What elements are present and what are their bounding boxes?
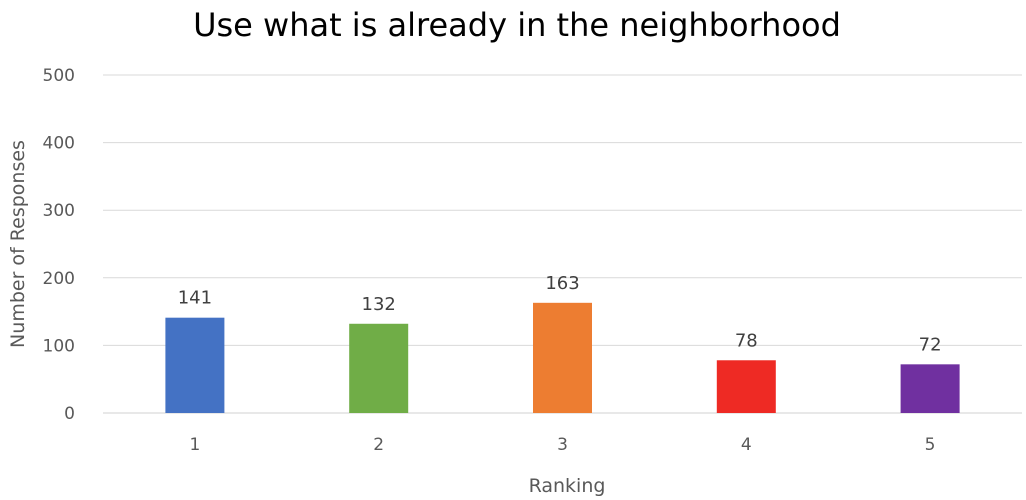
y-tick-label: 0 — [64, 404, 75, 424]
y-tick-label: 300 — [43, 201, 75, 221]
bars — [165, 302, 960, 413]
bar-2 — [349, 323, 409, 413]
data-label-2: 132 — [362, 294, 396, 315]
x-tick-label-1: 1 — [189, 435, 200, 455]
data-label-1: 141 — [178, 288, 212, 309]
x-axis-ticks: 1 2 3 4 5 — [189, 435, 935, 455]
y-tick-label: 400 — [43, 134, 75, 154]
gridlines — [103, 74, 1022, 414]
x-tick-label-5: 5 — [925, 435, 936, 455]
data-label-3: 163 — [545, 273, 579, 294]
chart-title: Use what is already in the neighborhood — [193, 6, 841, 44]
bar-3 — [533, 302, 592, 413]
bar-4 — [716, 360, 776, 413]
data-label-5: 72 — [919, 334, 942, 355]
y-axis-ticks: 0 100 200 300 400 500 — [43, 66, 75, 424]
y-axis-label: Number of Responses — [7, 140, 29, 348]
y-tick-label: 200 — [43, 269, 75, 289]
bar-5 — [900, 364, 960, 413]
y-tick-label: 500 — [43, 66, 75, 86]
x-tick-label-3: 3 — [557, 435, 568, 455]
bar-1 — [165, 317, 225, 413]
data-labels: 141 132 163 78 72 — [178, 273, 942, 356]
x-axis-label: Ranking — [529, 475, 606, 497]
y-tick-label: 100 — [43, 336, 75, 356]
data-label-4: 78 — [735, 330, 758, 351]
x-tick-label-2: 2 — [373, 435, 384, 455]
x-tick-label-4: 4 — [741, 435, 752, 455]
